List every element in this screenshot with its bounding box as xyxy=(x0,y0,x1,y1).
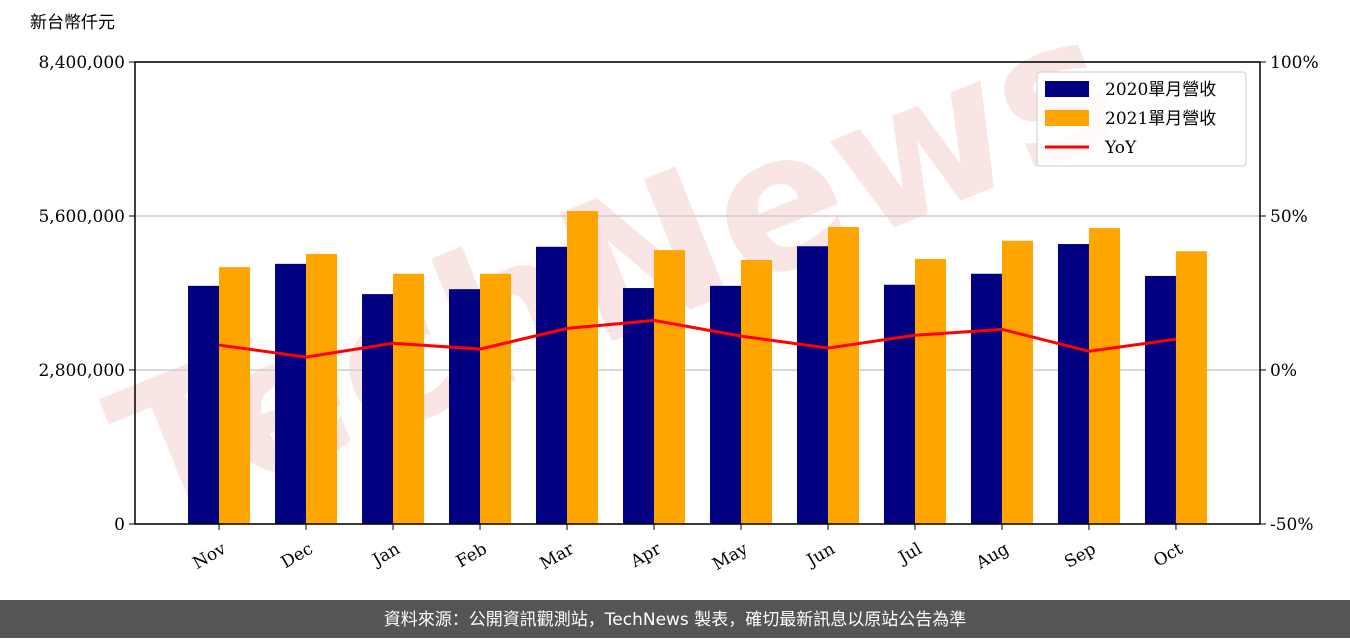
legend-label: 2020單月營收 xyxy=(1105,80,1216,100)
bar xyxy=(827,227,859,524)
x-tick-label: May xyxy=(709,539,752,575)
y2-tick-label: 100% xyxy=(1270,53,1319,73)
bar xyxy=(219,267,251,524)
bar xyxy=(914,258,946,524)
x-tick-label: Aug xyxy=(972,539,1013,574)
bar xyxy=(1144,275,1176,524)
bar xyxy=(709,285,741,524)
bar xyxy=(970,273,1002,524)
x-tick-label: Jul xyxy=(894,539,926,569)
bar xyxy=(393,273,425,524)
x-tick-label: Jan xyxy=(368,539,404,571)
legend-swatch xyxy=(1045,81,1089,97)
y-tick-label: 5,600,000 xyxy=(38,207,125,227)
bar xyxy=(480,273,512,524)
bar xyxy=(1175,251,1207,524)
bar xyxy=(449,289,481,524)
bar xyxy=(306,253,338,524)
y2-tick-label: -50% xyxy=(1270,515,1314,535)
bar xyxy=(1088,228,1120,524)
legend-box xyxy=(1036,71,1247,167)
y-tick-label: 8,400,000 xyxy=(38,53,125,73)
y-axis-label: 新台幣仟元 xyxy=(30,13,115,33)
bar xyxy=(275,263,307,524)
x-tick-label: Apr xyxy=(627,539,666,573)
y-tick-label: 2,800,000 xyxy=(38,361,125,381)
bar xyxy=(362,294,394,524)
legend-label: 2021單月營收 xyxy=(1105,109,1216,129)
bar xyxy=(654,250,686,524)
x-tick-label: Mar xyxy=(537,539,579,575)
bar xyxy=(188,285,220,524)
footer: 資料來源：公開資訊觀測站，TechNews 製表，確切最新訊息以原站公告為準 xyxy=(384,610,966,630)
y-tick-label: 0 xyxy=(114,515,125,535)
legend: 2020單月營收 2021單月營收 YoY xyxy=(1036,71,1247,167)
bar xyxy=(623,288,655,524)
x-tick-label: Oct xyxy=(1150,539,1186,572)
bar xyxy=(883,284,915,524)
line xyxy=(218,318,1177,359)
y2-tick-label: 0% xyxy=(1270,361,1297,381)
x-tick-label: Dec xyxy=(278,539,317,573)
x-tick-label: Feb xyxy=(453,539,491,572)
bar xyxy=(536,246,568,525)
x-tick-label: Jun xyxy=(802,539,839,572)
bar xyxy=(1057,244,1089,525)
bar xyxy=(567,211,599,525)
legend-swatch xyxy=(1045,110,1089,126)
plot-frame xyxy=(134,61,1261,525)
bar xyxy=(1001,240,1033,524)
bar xyxy=(796,246,828,524)
legend-label: YoY xyxy=(1104,138,1137,158)
x-tick-label: Sep xyxy=(1061,539,1099,573)
footer-bar xyxy=(0,600,1350,638)
bar xyxy=(740,260,772,524)
y2-tick-label: 50% xyxy=(1270,207,1308,227)
